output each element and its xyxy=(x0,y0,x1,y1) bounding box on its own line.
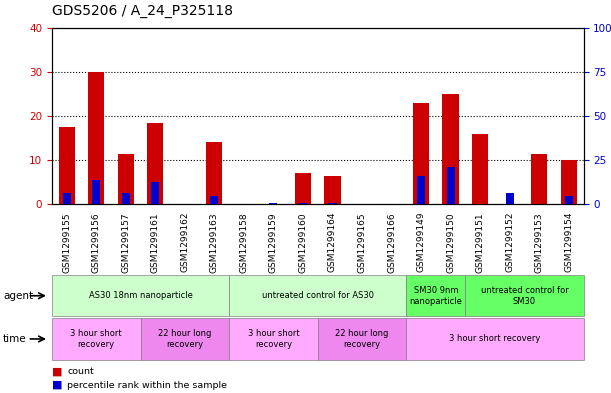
Bar xyxy=(63,193,71,204)
Text: count: count xyxy=(67,367,94,376)
Bar xyxy=(447,167,455,204)
Bar xyxy=(413,103,429,204)
Bar xyxy=(210,195,218,204)
Text: 22 hour long
recovery: 22 hour long recovery xyxy=(335,329,389,349)
Text: untreated control for AS30: untreated control for AS30 xyxy=(262,291,374,300)
Text: 3 hour short recovery: 3 hour short recovery xyxy=(449,334,541,343)
Bar xyxy=(417,176,425,204)
Bar xyxy=(472,134,488,204)
Bar xyxy=(269,203,277,204)
Text: percentile rank within the sample: percentile rank within the sample xyxy=(67,381,227,389)
Bar xyxy=(561,160,577,204)
Text: time: time xyxy=(3,334,27,344)
Bar xyxy=(329,203,337,204)
Bar xyxy=(531,154,547,204)
Bar xyxy=(88,72,104,204)
Bar xyxy=(299,203,307,204)
Bar xyxy=(295,173,311,204)
Bar xyxy=(565,195,573,204)
Bar xyxy=(506,193,514,204)
Bar xyxy=(147,123,163,204)
Bar xyxy=(207,143,222,204)
Bar xyxy=(92,180,100,204)
Text: agent: agent xyxy=(3,291,33,301)
Text: AS30 18nm nanoparticle: AS30 18nm nanoparticle xyxy=(89,291,192,300)
Text: ■: ■ xyxy=(52,380,62,390)
Bar xyxy=(118,154,134,204)
Text: SM30 9nm
nanoparticle: SM30 9nm nanoparticle xyxy=(409,286,463,306)
Bar xyxy=(122,193,130,204)
Text: 22 hour long
recovery: 22 hour long recovery xyxy=(158,329,211,349)
Text: 3 hour short
recovery: 3 hour short recovery xyxy=(70,329,122,349)
Bar xyxy=(59,127,75,204)
Bar xyxy=(152,182,159,204)
Bar xyxy=(324,176,340,204)
Bar xyxy=(442,94,459,204)
Text: untreated control for
SM30: untreated control for SM30 xyxy=(481,286,568,306)
Text: ■: ■ xyxy=(52,367,62,377)
Text: GDS5206 / A_24_P325118: GDS5206 / A_24_P325118 xyxy=(52,4,233,18)
Text: 3 hour short
recovery: 3 hour short recovery xyxy=(247,329,299,349)
